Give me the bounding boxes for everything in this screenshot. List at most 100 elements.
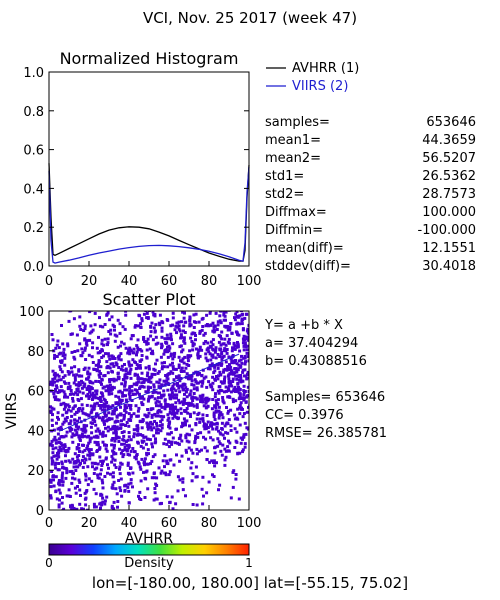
scatter-point — [184, 386, 188, 390]
scatter-point — [81, 435, 85, 439]
scatter-point — [171, 311, 175, 315]
scatter-point — [130, 363, 134, 367]
scatter-point — [83, 346, 87, 350]
scatter-point — [88, 452, 92, 456]
scatter-point — [86, 372, 90, 376]
scatter-point — [159, 429, 163, 433]
scatter-point — [140, 371, 144, 375]
scatter-point — [190, 379, 194, 383]
scatter-point — [240, 317, 244, 321]
scatter-point — [130, 399, 134, 402]
histogram-x-tick-label: 100 — [237, 274, 262, 289]
scatter-point — [96, 476, 100, 480]
scatter-point — [190, 340, 194, 343]
scatter-point — [199, 380, 203, 384]
histogram-x-tick-label: 20 — [81, 274, 98, 289]
scatter-point — [234, 312, 238, 316]
scatter-point — [144, 435, 148, 439]
scatter-point — [67, 408, 70, 412]
scatter-point — [235, 315, 239, 318]
scatter-point — [243, 316, 247, 320]
scatter-point — [135, 389, 139, 393]
scatter-point — [166, 404, 170, 408]
scatter-point — [125, 388, 129, 392]
scatter-point — [108, 318, 112, 322]
scatter-point — [63, 443, 67, 447]
scatter-point — [198, 420, 202, 424]
scatter-point — [236, 321, 240, 325]
scatter-point — [161, 459, 165, 463]
scatter-point — [103, 398, 107, 402]
scatter-point — [158, 378, 162, 382]
scatter-point — [230, 360, 234, 364]
scatter-point — [241, 437, 244, 441]
scatter-point — [199, 431, 203, 435]
scatter-point — [217, 429, 220, 433]
scatter-point — [113, 333, 117, 337]
scatter-point — [230, 349, 234, 353]
scatter-point — [94, 379, 98, 383]
scatter-point — [121, 394, 125, 398]
scatter-point — [207, 324, 211, 328]
scatter-point — [85, 424, 89, 428]
scatter-point — [64, 454, 67, 458]
scatter-point — [191, 348, 195, 352]
scatter-point — [224, 318, 227, 322]
scatter-point — [51, 369, 55, 373]
scatter-point — [106, 407, 110, 411]
scatter-point — [117, 440, 121, 443]
scatter-point — [160, 423, 164, 427]
scatter-point — [240, 354, 243, 358]
scatter-point — [76, 349, 80, 353]
scatter-point — [135, 427, 139, 431]
scatter-point — [165, 379, 169, 383]
scatter-point — [192, 387, 196, 391]
scatter-point — [132, 351, 136, 355]
scatter-point — [94, 423, 98, 427]
scatter-point — [54, 395, 58, 399]
scatter-point — [82, 329, 86, 332]
scatter-point — [87, 353, 91, 357]
scatter-point — [77, 409, 81, 413]
scatter-point — [238, 396, 242, 400]
scatter-point — [134, 457, 138, 461]
scatter-point — [223, 337, 227, 341]
scatter-point — [111, 483, 115, 487]
scatter-point — [153, 412, 157, 416]
scatter-point — [52, 407, 56, 411]
scatter-point — [121, 423, 125, 427]
scatter-point — [236, 407, 240, 411]
scatter-point — [120, 419, 123, 423]
scatter-point — [49, 496, 53, 500]
scatter-point — [237, 307, 240, 310]
scatter-point — [223, 379, 226, 383]
scatter-point — [168, 420, 172, 424]
scatter-point — [152, 498, 156, 502]
scatter-point — [190, 374, 194, 378]
scatter-point — [153, 453, 157, 457]
scatter-point — [105, 443, 108, 447]
scatter-point — [163, 383, 167, 387]
scatter-point — [66, 344, 70, 348]
scatter-point — [57, 462, 61, 465]
scatter-point — [88, 457, 92, 461]
scatter-point — [154, 437, 157, 441]
scatter-point — [246, 372, 249, 376]
scatter-point — [139, 396, 143, 400]
scatter-point — [211, 427, 215, 431]
scatter-point — [140, 381, 144, 385]
scatter-point — [119, 451, 123, 455]
scatter-point — [81, 407, 85, 411]
scatter-point — [70, 414, 74, 418]
scatter-point — [205, 414, 209, 417]
scatter-point — [100, 338, 104, 342]
scatter-point — [234, 399, 238, 403]
scatter-point — [139, 385, 143, 389]
scatter-point — [135, 433, 139, 437]
scatter-point — [145, 355, 149, 359]
scatter-point — [243, 308, 246, 311]
scatter-point — [111, 449, 115, 453]
scatter-point — [195, 388, 199, 392]
scatter-point — [57, 488, 61, 492]
scatter-point — [96, 351, 100, 355]
